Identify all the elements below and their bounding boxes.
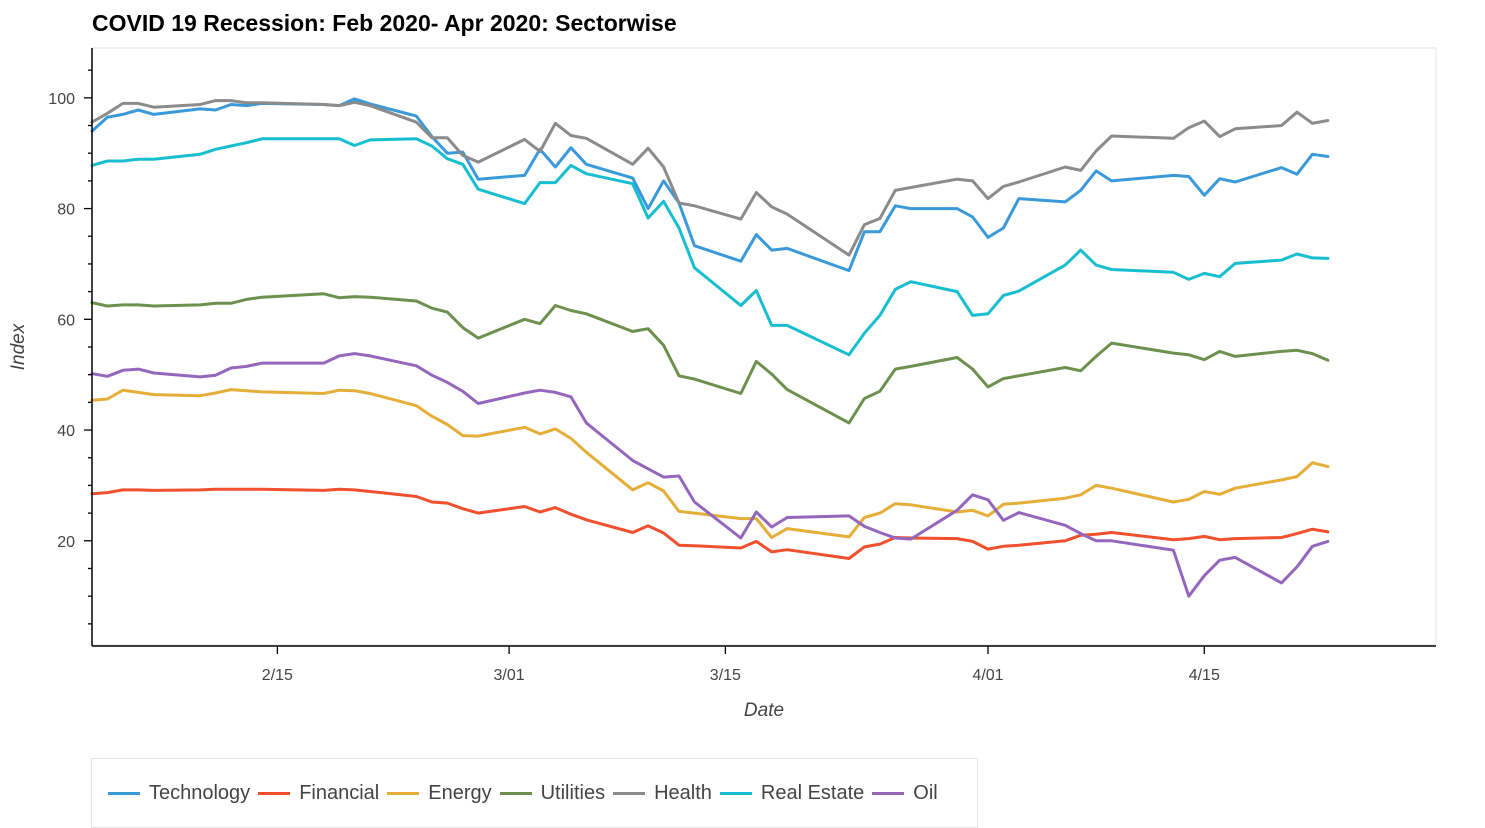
legend-label: Financial <box>299 781 380 804</box>
y-axis-ticks: 20 40 60 80 100 <box>48 69 92 625</box>
series-layer <box>90 97 1330 598</box>
series-line-real-estate <box>90 137 1330 357</box>
legend-label: Real Estate <box>760 781 865 804</box>
legend-label: Technology <box>149 781 251 804</box>
y-tick-label: 60 <box>57 312 75 329</box>
legend-label: Oil <box>913 781 938 804</box>
legend-swatch <box>258 791 291 795</box>
x-axis-label: Date <box>744 700 784 721</box>
series-line-energy <box>90 388 1330 539</box>
line-chart: 20 40 60 80 100 2/15 3/01 3/15 4/01 4/15 Date In… <box>8 47 1437 721</box>
y-tick-label: 80 <box>57 202 75 219</box>
x-tick-label: 2/15 <box>262 667 293 684</box>
series-line-utilities <box>90 292 1330 425</box>
legend-label: Health <box>654 781 712 804</box>
x-tick-label: 4/15 <box>1189 667 1220 684</box>
legend-label: Utilities <box>540 781 606 804</box>
legend-swatch <box>613 791 646 795</box>
legend-item-health[interactable]: Health <box>613 782 712 805</box>
series-line-financial <box>90 487 1330 560</box>
y-tick-label: 100 <box>48 91 75 108</box>
chart-title: COVID 19 Recession: Feb 2020- Apr 2020: … <box>92 10 677 36</box>
legend: Technology Financial Energy Utilities Health… <box>91 758 978 828</box>
series-line-oil <box>90 352 1330 598</box>
legend-item-real-estate[interactable]: Real Estate <box>719 781 865 805</box>
x-tick-label: 4/01 <box>972 667 1003 684</box>
legend-item-energy[interactable]: Energy <box>387 781 492 805</box>
y-axis-label: Index <box>8 322 29 370</box>
x-tick-label: 3/15 <box>710 667 741 684</box>
legend-item-oil[interactable]: Oil <box>872 781 938 805</box>
x-tick-label: 3/01 <box>494 667 525 684</box>
legend-swatch <box>872 791 905 795</box>
legend-label: Energy <box>428 781 492 804</box>
legend-swatch <box>499 791 532 795</box>
legend-swatch <box>387 791 420 795</box>
legend-swatch <box>719 791 752 795</box>
y-tick-label: 20 <box>57 534 75 551</box>
series-line-health <box>90 99 1330 257</box>
y-tick-label: 40 <box>57 423 75 440</box>
x-axis-ticks: 2/15 3/01 3/15 4/01 4/15 <box>262 646 1220 684</box>
legend-swatch <box>108 791 140 795</box>
legend-item-utilities[interactable]: Utilities <box>499 781 606 805</box>
legend-item-financial[interactable]: Financial <box>258 782 379 805</box>
legend-item-technology[interactable]: Technology <box>108 782 250 805</box>
